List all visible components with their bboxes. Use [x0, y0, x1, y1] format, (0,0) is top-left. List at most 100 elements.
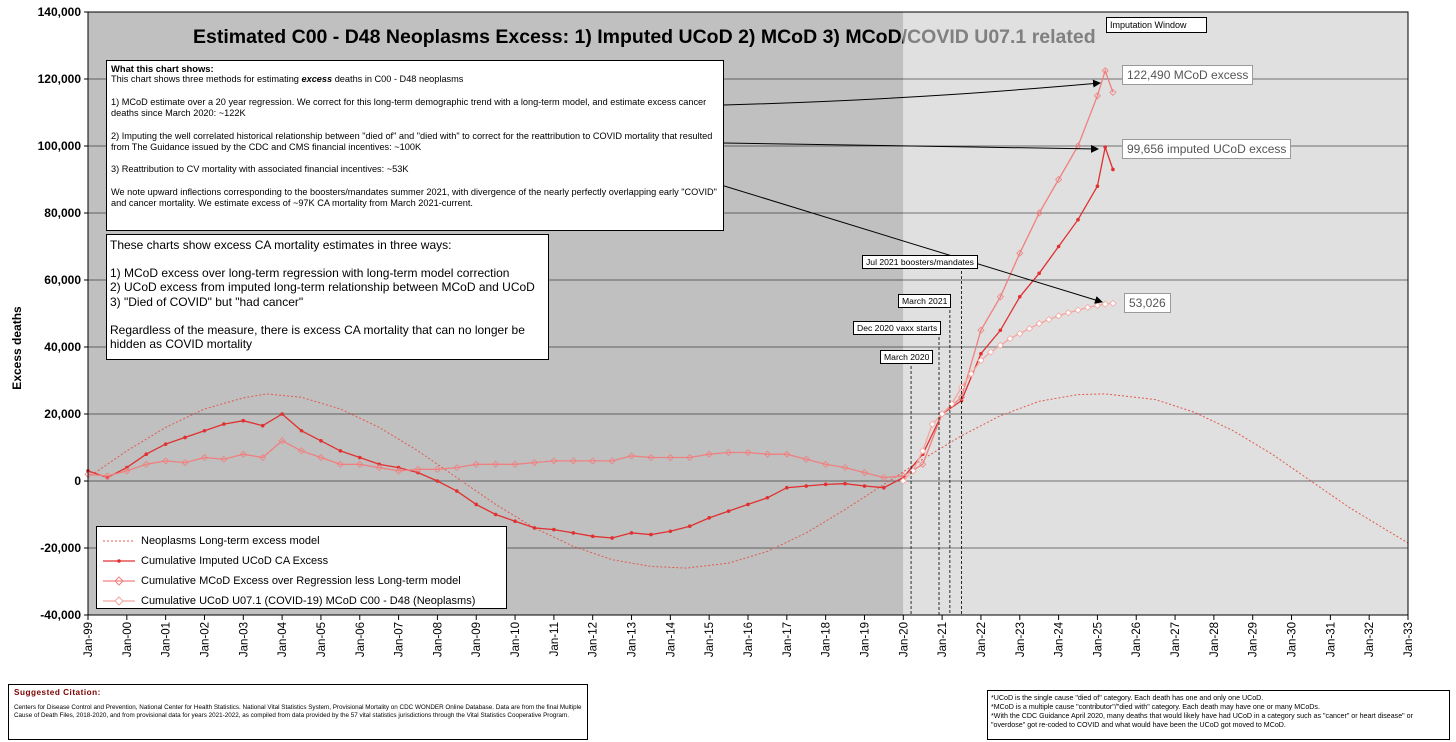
x-tick-label: Jan-19: [859, 622, 871, 657]
series-point: [726, 509, 731, 513]
series-point: [746, 502, 750, 507]
series-point: [880, 474, 888, 482]
series-point: [629, 531, 634, 535]
x-tick-label: Jan-09: [471, 622, 483, 657]
series-point: [627, 452, 636, 460]
series-point: [532, 526, 537, 530]
citation-box: Suggested Citation: Centers for Disease …: [8, 684, 588, 740]
x-tick-label: Jan-21: [937, 622, 949, 657]
series-point: [455, 489, 459, 493]
series-point: [1074, 306, 1082, 314]
series-point: [414, 465, 422, 473]
series-point: [552, 527, 556, 532]
x-tick-label: Jan-26: [1131, 622, 1143, 657]
series-point: [862, 484, 867, 488]
summary-list: 1) MCoD excess over long-term regression…: [110, 266, 535, 309]
x-tick-label: Jan-20: [898, 622, 910, 657]
series-point: [1084, 303, 1092, 312]
series-point: [1095, 184, 1100, 188]
arrow-to-mcod: [723, 79, 1101, 106]
x-tick-label: Jan-11: [549, 622, 561, 656]
series-point: [123, 467, 131, 475]
x-tick-label: Jan-08: [432, 622, 444, 657]
notes-box: *UCoD is the single cause "died of" cate…: [987, 690, 1450, 740]
arrow-to-covid: [707, 180, 1103, 304]
series-point: [511, 460, 519, 468]
x-tick-label: Jan-25: [1092, 622, 1104, 657]
series-point: [513, 519, 517, 523]
x-tick-label: Jan-00: [122, 622, 134, 657]
series-point: [822, 460, 830, 468]
series-point: [453, 464, 461, 472]
series-point: [550, 457, 558, 465]
series-point: [571, 531, 576, 535]
x-tick-label: Jan-07: [394, 622, 406, 657]
explanation-heading: What this chart shows:: [111, 63, 214, 74]
series-point: [472, 460, 480, 468]
y-tick-label: 0: [74, 474, 81, 488]
series-point: [996, 341, 1004, 349]
explanation-conclusion: We note upward inflections corresponding…: [111, 186, 717, 209]
annotation-march-2021: March 2021: [898, 294, 952, 308]
x-tick-label: Jan-05: [316, 622, 328, 657]
arrow-to-ucod: [723, 142, 1099, 153]
series-point: [1035, 209, 1043, 217]
series-point: [928, 420, 936, 428]
series-point: [530, 459, 539, 467]
series-point: [686, 453, 694, 462]
series-point: [823, 482, 828, 487]
legend: Neoplasms Long-term excess model Cumulat…: [96, 526, 507, 609]
x-tick-label: Jan-27: [1170, 622, 1182, 657]
summary-box: These charts show excess CA mortality es…: [106, 234, 549, 360]
note-mcod: *MCoD is a multiple cause "contributor"/…: [991, 703, 1320, 711]
series-point: [1101, 300, 1109, 308]
annotation-jul-2021: Jul 2021 boosters/mandates: [862, 255, 978, 269]
series-point: [977, 326, 985, 334]
series-point: [744, 448, 752, 457]
series-point: [259, 453, 267, 462]
series-point: [103, 472, 111, 480]
series-point: [317, 453, 325, 462]
series-point: [1016, 249, 1024, 257]
x-tick-label: Jan-31: [1325, 622, 1337, 657]
x-tick-label: Jan-23: [1015, 622, 1027, 657]
series-point: [1045, 315, 1053, 324]
explanation-method-1: 1) MCoD estimate over a 20 year regressi…: [111, 96, 707, 119]
x-tick-label: Jan-03: [238, 622, 250, 657]
series-point: [707, 516, 711, 520]
y-tick-label: -40,000: [40, 608, 81, 622]
x-tick-label: Jan-99: [83, 622, 95, 657]
x-tick-label: Jan-06: [355, 622, 367, 657]
x-tick-label: Jan-18: [821, 622, 833, 657]
series-point: [357, 455, 362, 460]
series-point: [899, 477, 907, 485]
series-point: [841, 464, 849, 472]
y-tick-label: 60,000: [44, 273, 81, 287]
chart-title: Estimated C00 - D48 Neoplasms Excess: 1)…: [193, 26, 1096, 48]
series-point: [1017, 294, 1022, 299]
legend-item-imputed-ucod: Cumulative Imputed UCoD CA Excess: [103, 551, 500, 571]
series-point: [919, 460, 927, 468]
explanation-method-2: 2) Imputing the well correlated historic…: [111, 130, 713, 153]
series-point: [1016, 330, 1024, 338]
series-point: [804, 484, 809, 488]
series-point: [1056, 244, 1061, 249]
series-point: [163, 442, 168, 446]
explanation-method-3: 3) Reattribution to CV mortality with as…: [111, 164, 409, 175]
legend-item-longterm-model: Neoplasms Long-term excess model: [103, 531, 500, 551]
series-point: [705, 450, 713, 458]
series-point: [996, 293, 1004, 301]
x-tick-label: Jan-17: [782, 622, 794, 657]
series-point: [375, 464, 383, 472]
series-point: [493, 512, 498, 517]
x-tick-label: Jan-04: [277, 621, 289, 657]
series-point: [297, 447, 306, 455]
series-point: [1035, 319, 1043, 328]
series-point: [222, 422, 226, 426]
series-point: [435, 479, 440, 483]
legend-symbol-solid: [103, 559, 135, 563]
explanation-box: What this chart shows: This chart shows …: [106, 60, 724, 231]
series-point: [909, 467, 917, 475]
x-tick-label: Jan-12: [588, 622, 600, 657]
series-point: [1093, 301, 1101, 310]
